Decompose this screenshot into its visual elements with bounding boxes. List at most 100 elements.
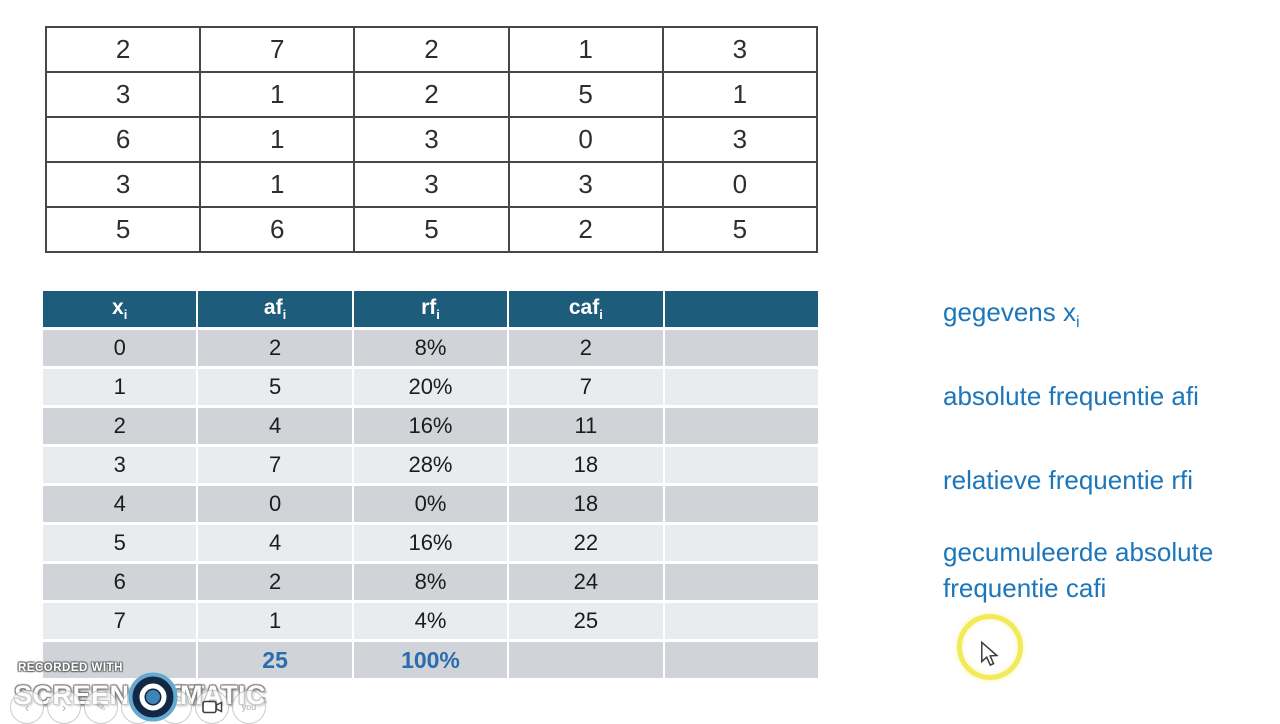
raw-data-cell: 7 bbox=[199, 26, 356, 73]
frequency-cell bbox=[664, 330, 818, 366]
frequency-cell: 1 bbox=[43, 369, 197, 405]
table-row: 4 0 0% 18 bbox=[43, 486, 818, 522]
cursor-highlight-ring bbox=[957, 614, 1023, 680]
table-row: 2 4 16% 11 bbox=[43, 408, 818, 444]
frequency-cell: 2 bbox=[43, 408, 197, 444]
header-cell-xi: xi bbox=[43, 291, 197, 327]
frequency-cell: 16% bbox=[353, 408, 508, 444]
recorder-camera-button[interactable] bbox=[195, 690, 229, 724]
frequency-cell: 16% bbox=[353, 525, 508, 561]
frequency-table: xi afi rfi cafi 0 2 8% 2 1 5 20% 7 2 4 16% 11 3 7 28% 1… bbox=[41, 288, 820, 681]
mouse-cursor-icon bbox=[981, 641, 999, 667]
raw-data-cell: 3 bbox=[507, 161, 664, 208]
total-rfi: 100% bbox=[353, 642, 508, 678]
raw-data-cell: 1 bbox=[199, 71, 356, 118]
table-row: 3 7 28% 18 bbox=[43, 447, 818, 483]
table-row: 1 5 20% 7 bbox=[43, 369, 818, 405]
header-cell-afi: afi bbox=[198, 291, 352, 327]
raw-data-cell: 3 bbox=[44, 71, 202, 118]
raw-data-cell: 3 bbox=[353, 161, 510, 208]
frequency-cell: 7 bbox=[43, 603, 197, 639]
frequency-table-body: 0 2 8% 2 1 5 20% 7 2 4 16% 11 3 7 28% 18 4 0 0% 18 5 4 16% 22 6 2… bbox=[43, 330, 818, 639]
table-row: 5 4 16% 22 bbox=[43, 525, 818, 561]
frequency-cell: 2 bbox=[198, 564, 352, 600]
frequency-table-footer: 25 100% bbox=[43, 642, 818, 678]
raw-data-cell: 5 bbox=[353, 206, 510, 253]
table-header-row: xi afi rfi cafi bbox=[43, 291, 818, 327]
total-afi: 25 bbox=[198, 642, 352, 678]
raw-data-cell: 1 bbox=[199, 161, 356, 208]
frequency-cell: 3 bbox=[43, 447, 197, 483]
frequency-table-header: xi afi rfi cafi bbox=[43, 291, 818, 327]
total-cell bbox=[664, 642, 818, 678]
annotation-relatieve-frequentie: relatieve frequentie rfi bbox=[943, 465, 1194, 495]
recorder-edit-button[interactable]: ✎ bbox=[84, 690, 118, 724]
screencastomatic-logo-icon bbox=[128, 672, 178, 722]
frequency-cell: 6 bbox=[43, 564, 197, 600]
frequency-cell: 25 bbox=[509, 603, 663, 639]
frequency-cell: 0 bbox=[43, 330, 197, 366]
frequency-cell: 4 bbox=[198, 525, 352, 561]
frequency-cell: 2 bbox=[509, 330, 663, 366]
header-cell-cafi: cafi bbox=[509, 291, 663, 327]
frequency-cell bbox=[664, 525, 818, 561]
raw-data-cell: 6 bbox=[44, 116, 202, 163]
raw-data-cell: 3 bbox=[661, 116, 819, 163]
frequency-cell: 28% bbox=[353, 447, 508, 483]
raw-data-cell: 0 bbox=[507, 116, 664, 163]
you-label: you bbox=[241, 702, 257, 712]
raw-data-cell: 3 bbox=[353, 116, 510, 163]
header-cell-rfi: rfi bbox=[353, 291, 508, 327]
raw-data-cell: 5 bbox=[661, 206, 819, 253]
raw-data-cell: 1 bbox=[661, 71, 819, 118]
frequency-cell: 4 bbox=[198, 408, 352, 444]
frequency-cell: 0% bbox=[353, 486, 508, 522]
recorder-back-button[interactable]: ‹ bbox=[10, 690, 44, 724]
total-row: 25 100% bbox=[43, 642, 818, 678]
frequency-cell: 8% bbox=[353, 330, 508, 366]
raw-data-cell: 0 bbox=[661, 161, 819, 208]
annotation-gecumuleerde-frequentie: gecumuleerde absolute frequentie cafi bbox=[943, 537, 1214, 603]
frequency-cell: 5 bbox=[43, 525, 197, 561]
raw-data-cell: 6 bbox=[199, 206, 356, 253]
raw-data-cell: 1 bbox=[199, 116, 356, 163]
header-cell-empty bbox=[664, 291, 818, 327]
frequency-cell: 18 bbox=[509, 447, 663, 483]
raw-data-cell: 5 bbox=[44, 206, 202, 253]
annotation-gegevens: gegevens xi bbox=[943, 297, 1080, 332]
frequency-cell: 4% bbox=[353, 603, 508, 639]
total-cell bbox=[43, 642, 197, 678]
recorder-you-button[interactable]: you bbox=[232, 690, 266, 724]
video-camera-icon bbox=[201, 700, 222, 714]
raw-data-cell: 2 bbox=[507, 206, 664, 253]
raw-data-cell: 2 bbox=[353, 71, 510, 118]
frequency-cell: 5 bbox=[198, 369, 352, 405]
table-row: 6 2 8% 24 bbox=[43, 564, 818, 600]
frequency-cell: 11 bbox=[509, 408, 663, 444]
recorded-with-label: RECORDED WITH bbox=[18, 662, 123, 674]
frequency-cell: 20% bbox=[353, 369, 508, 405]
raw-data-cell: 2 bbox=[353, 26, 510, 73]
frequency-cell bbox=[664, 447, 818, 483]
frequency-cell bbox=[664, 486, 818, 522]
table-row: 7 1 4% 25 bbox=[43, 603, 818, 639]
annotation-absolute-frequentie: absolute frequentie afi bbox=[943, 381, 1199, 411]
table-row: 0 2 8% 2 bbox=[43, 330, 818, 366]
frequency-cell: 0 bbox=[198, 486, 352, 522]
frequency-cell: 4 bbox=[43, 486, 197, 522]
frequency-cell: 24 bbox=[509, 564, 663, 600]
frequency-cell: 2 bbox=[198, 330, 352, 366]
frequency-cell: 8% bbox=[353, 564, 508, 600]
frequency-cell bbox=[664, 564, 818, 600]
recorder-forward-button[interactable]: › bbox=[47, 690, 81, 724]
frequency-cell bbox=[664, 603, 818, 639]
frequency-cell: 7 bbox=[198, 447, 352, 483]
raw-data-cell: 1 bbox=[507, 26, 664, 73]
frequency-cell bbox=[664, 408, 818, 444]
